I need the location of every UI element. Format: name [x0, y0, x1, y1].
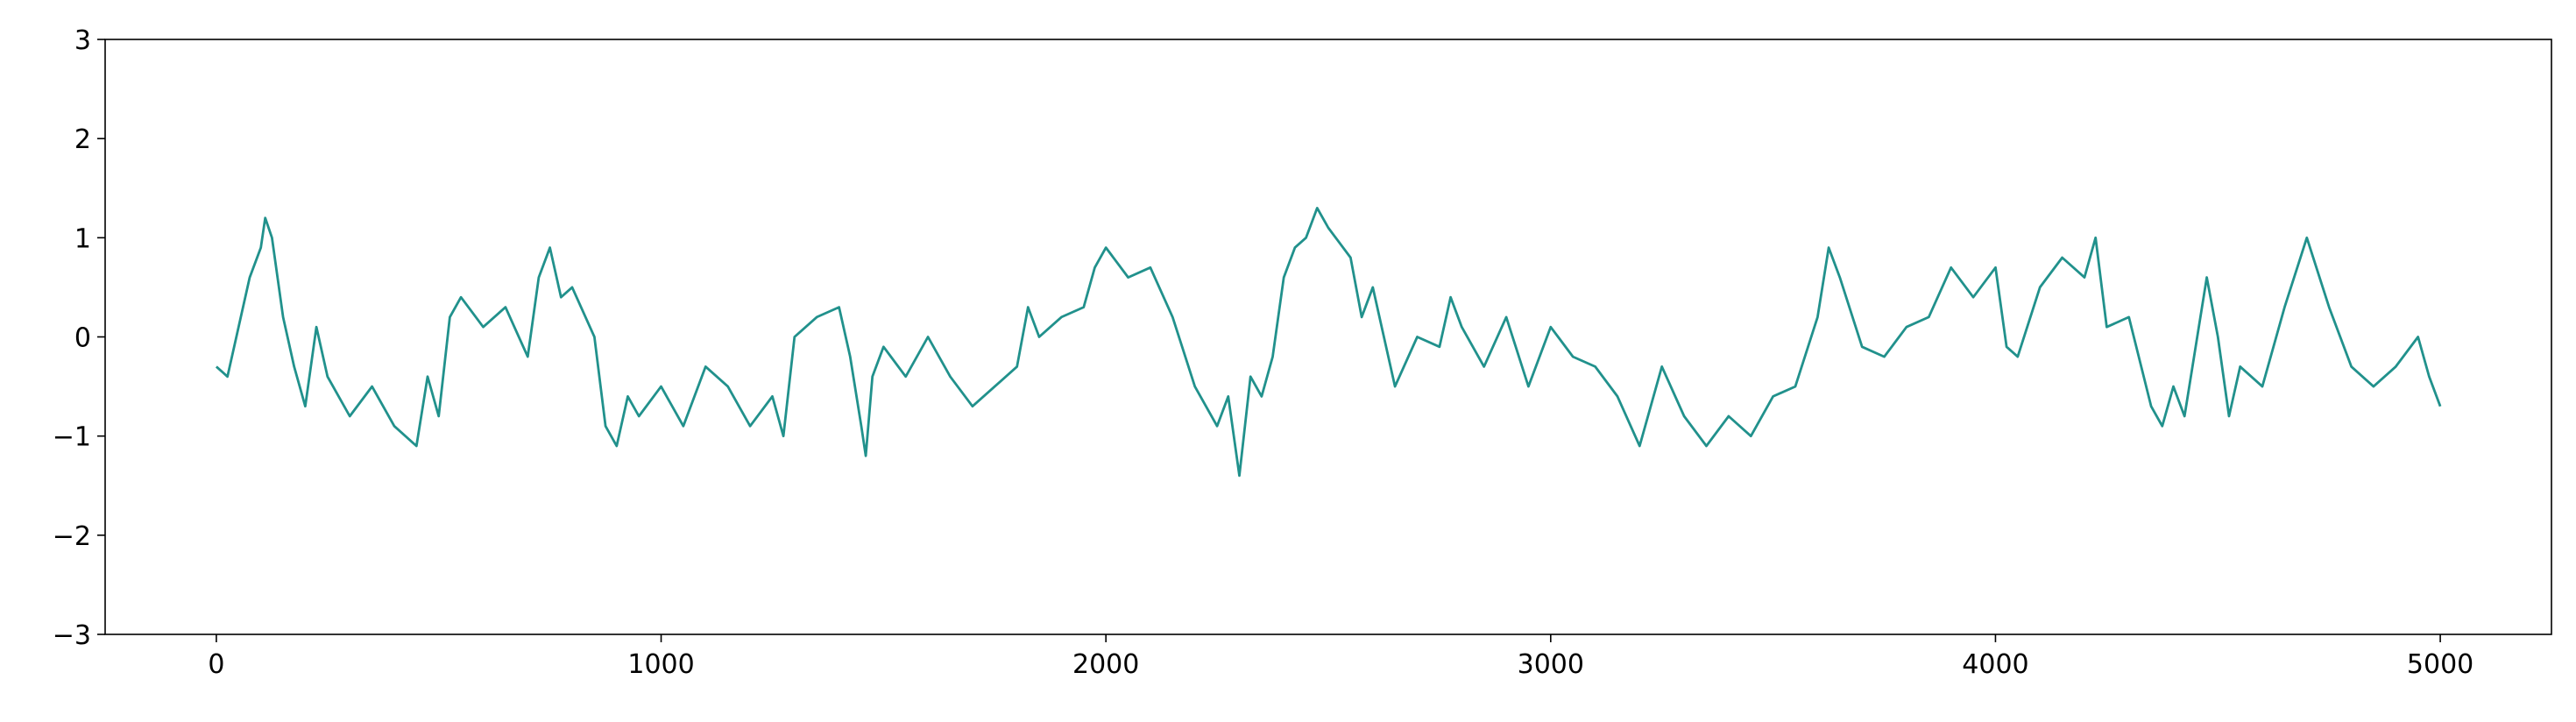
y-tick-label: 2 [74, 124, 91, 155]
x-tick-label: 5000 [2407, 649, 2473, 680]
x-tick-label: 1000 [627, 649, 694, 680]
plot-frame [104, 39, 2552, 635]
data-line [215, 207, 2442, 478]
x-tick-label: 2000 [1072, 649, 1139, 680]
y-tick-label: 3 [74, 25, 91, 56]
x-tick-label: 3000 [1518, 649, 1584, 680]
y-tick-label: −1 [53, 422, 91, 453]
y-tick-label: 1 [74, 223, 91, 254]
y-tick-label: −2 [53, 521, 91, 552]
y-tick-label: 0 [74, 323, 91, 354]
x-tick-label: 0 [208, 649, 224, 680]
x-tick-label: 4000 [1962, 649, 2028, 680]
y-tick-label: −3 [53, 620, 91, 651]
